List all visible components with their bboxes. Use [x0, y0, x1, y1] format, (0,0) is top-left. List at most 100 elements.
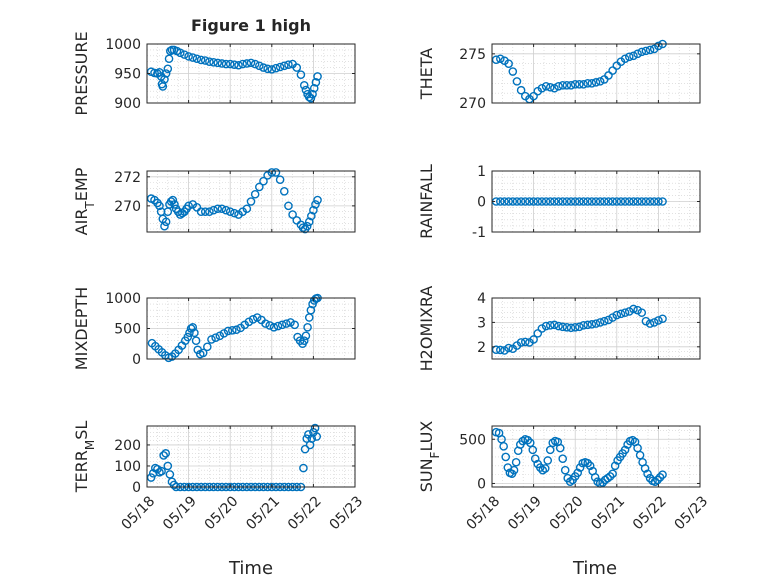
data-point — [225, 207, 235, 216]
data-point — [302, 221, 312, 231]
x-tick-label: 05/18 — [118, 493, 158, 533]
data-point — [190, 328, 199, 338]
data-point — [273, 321, 283, 331]
data-point — [570, 80, 580, 89]
data-point — [259, 63, 268, 72]
data-point — [529, 197, 538, 206]
data-point — [566, 81, 576, 90]
data-point — [654, 316, 663, 325]
data-point — [215, 331, 225, 341]
axes-box — [146, 170, 356, 233]
data-point — [230, 60, 239, 69]
data-point — [573, 468, 583, 478]
data-point — [263, 64, 272, 74]
data-point — [496, 345, 505, 355]
data-point — [275, 175, 285, 185]
data-point — [267, 168, 277, 177]
data-point — [637, 47, 647, 57]
y-tick-label: 270 — [114, 199, 141, 215]
data-point — [252, 313, 262, 322]
data-point — [543, 456, 553, 465]
data-point — [279, 187, 289, 196]
data-point — [221, 205, 231, 215]
data-point — [566, 323, 576, 333]
data-point — [624, 52, 634, 62]
data-point — [213, 204, 223, 214]
data-point — [500, 346, 509, 355]
data-point — [184, 52, 193, 61]
data-point — [641, 46, 651, 56]
y-axis-label: SUNFLUX — [417, 421, 442, 493]
data-point — [155, 201, 164, 211]
data-point — [161, 449, 171, 458]
data-point — [533, 329, 543, 338]
y-tick-label: 950 — [114, 67, 141, 83]
data-point — [504, 197, 513, 206]
data-point — [496, 197, 505, 206]
data-point — [301, 85, 311, 95]
data-point — [290, 320, 299, 330]
data-point — [508, 67, 518, 76]
data-point — [284, 60, 293, 69]
data-point — [583, 458, 592, 468]
data-point — [209, 205, 218, 215]
data-point — [641, 316, 651, 326]
y-tick-label: 270 — [459, 96, 486, 112]
data-point — [530, 454, 540, 464]
y-tick-label: 0 — [477, 195, 486, 211]
data-point — [616, 197, 626, 206]
subplot-h2omixra: 2 3 4 H2OMIXRA — [417, 286, 701, 371]
data-point — [605, 472, 615, 481]
data-point — [658, 314, 667, 324]
data-point — [550, 83, 559, 93]
data-point — [570, 322, 580, 332]
data-point — [200, 56, 210, 65]
x-axis-label-right: Time — [572, 558, 617, 579]
data-point — [591, 78, 601, 87]
data-point — [523, 435, 533, 445]
data-point — [595, 197, 605, 206]
data-point — [550, 197, 559, 206]
data-point — [649, 197, 659, 206]
data-point — [562, 197, 572, 206]
data-point — [267, 65, 277, 74]
data-point — [640, 464, 650, 473]
data-point — [284, 201, 293, 211]
axes-box — [491, 297, 701, 360]
y-tick-label: -1 — [472, 225, 486, 241]
data-point — [590, 472, 600, 482]
y-axis-label: MIXDEPTH — [72, 287, 91, 370]
data-point — [554, 81, 563, 91]
data-point — [309, 205, 318, 215]
data-point — [223, 326, 233, 336]
data-point — [512, 197, 522, 206]
x-tick-label: 05/20 — [547, 493, 587, 533]
data-point — [604, 315, 613, 325]
data-point — [238, 59, 247, 69]
data-point — [500, 197, 509, 206]
data-point — [583, 320, 592, 330]
data-point — [304, 217, 314, 227]
data-point — [244, 317, 254, 327]
data-point — [198, 348, 208, 358]
x-tick-label: 05/19 — [160, 493, 200, 533]
data-point — [296, 70, 306, 79]
data-point — [608, 197, 617, 206]
data-point — [255, 182, 264, 192]
data-point — [575, 197, 584, 206]
data-point — [537, 324, 547, 333]
data-point — [232, 325, 241, 335]
x-tick-label: 05/23 — [326, 493, 366, 533]
data-point — [525, 197, 534, 206]
data-point — [196, 55, 206, 65]
data-point — [658, 197, 667, 206]
axes-box — [491, 425, 701, 488]
data-point — [217, 59, 227, 68]
data-point — [520, 197, 530, 206]
data-point — [261, 319, 270, 328]
data-point — [583, 79, 592, 88]
y-axis-label: THETA — [417, 48, 436, 100]
data-point — [620, 197, 630, 206]
axes-box — [491, 43, 701, 104]
data-point — [191, 336, 201, 346]
